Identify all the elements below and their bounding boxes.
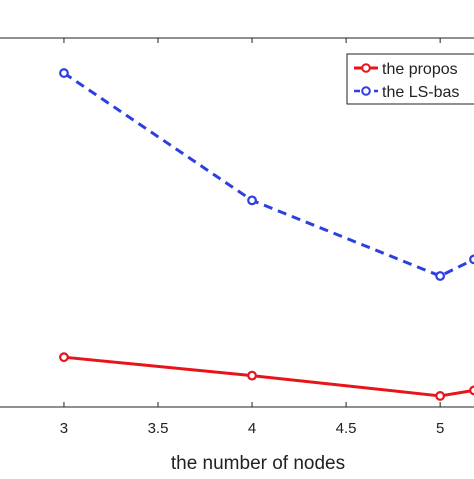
legend: the propos the LS-bas	[346, 53, 474, 105]
series-0-point-1	[247, 370, 257, 381]
series-0-point-3	[469, 385, 474, 396]
x-tick-label: 3	[60, 420, 68, 437]
axes-layer: 3 3.5 4 4.5 5	[0, 37, 474, 437]
series-0-point-0	[59, 352, 69, 363]
legend-label-the-propos: the propos	[382, 61, 458, 78]
series-0-point-2	[435, 391, 446, 401]
legend-marker-the-ls-bas	[361, 86, 371, 96]
series-1-point-0	[59, 68, 69, 78]
x-tick-label: 3.5	[148, 420, 169, 437]
series-1-point-3	[469, 254, 474, 265]
legend-box	[346, 53, 474, 105]
x-tick-label: 5	[436, 420, 444, 437]
legend-marker-the-propos	[361, 63, 371, 73]
series-line-1	[63, 71, 474, 278]
series-1-point-1	[247, 195, 257, 206]
legend-label-the-ls-bas: the LS-bas	[382, 84, 459, 101]
series-1-point-2	[435, 271, 446, 281]
x-tick-label: 4.5	[336, 420, 357, 437]
series-layer	[59, 68, 474, 401]
x-tick-label: 4	[248, 420, 256, 437]
series-line-0	[63, 355, 474, 398]
x-axis-label: the number of nodes	[171, 453, 345, 474]
